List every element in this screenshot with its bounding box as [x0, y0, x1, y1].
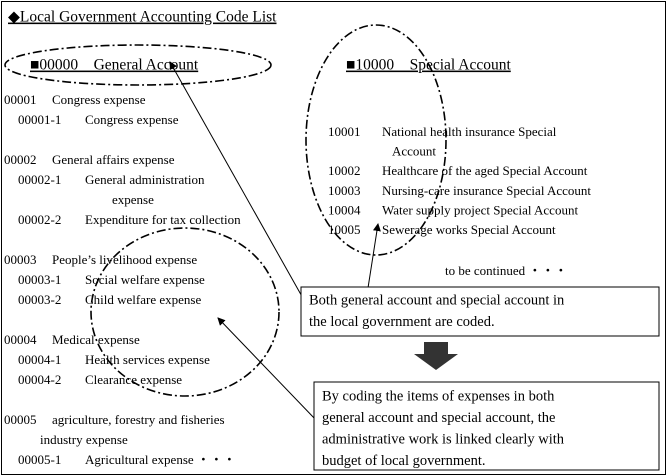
ellipse: [4, 44, 272, 86]
code: 00004: [4, 332, 37, 347]
label: Clearance expense: [85, 372, 182, 387]
label: General administration: [85, 172, 205, 187]
label: Nursing-care insurance Special Account: [382, 183, 591, 198]
label: Congress expense: [52, 92, 146, 107]
label: Water supply project Special Account: [382, 202, 578, 217]
code: 00003-2: [18, 292, 61, 307]
label: National health insurance Special: [382, 124, 557, 139]
label: Sewerage works Special Account: [382, 222, 556, 237]
label: Child welfare expense: [85, 292, 201, 307]
code: 00005: [4, 412, 37, 427]
code: 00001-1: [18, 112, 61, 127]
arrow: [169, 61, 305, 301]
ellipse: [305, 24, 447, 256]
label: Medical expense: [52, 332, 140, 347]
note-text: administrative work is linked clearly wi…: [322, 431, 565, 447]
label: People’s livelihood expense: [52, 252, 197, 267]
code: 10003: [328, 183, 361, 198]
note-text: the local government are coded.: [309, 314, 495, 330]
note-text: Both general account and special account…: [309, 292, 565, 308]
label: Congress expense: [85, 112, 179, 127]
label: expense: [112, 192, 154, 207]
label: Agricultural expense ・・・: [85, 452, 236, 467]
label: Expenditure for tax collection: [85, 212, 241, 227]
code: 00005-1: [18, 452, 61, 467]
code: 00004-1: [18, 352, 61, 367]
code: 10004: [328, 202, 361, 217]
label: Healthcare of the aged Special Account: [382, 163, 588, 178]
label: agriculture, forestry and fisheries: [52, 412, 225, 427]
label: General affairs expense: [52, 152, 175, 167]
note-text: By coding the items of expenses in both: [322, 388, 555, 404]
code: 00002: [4, 152, 37, 167]
note-box: [300, 286, 660, 337]
note-text: general account and special account, the: [322, 410, 556, 426]
down-arrow: [414, 342, 458, 370]
code: 10002: [328, 163, 361, 178]
code: 00003: [4, 252, 37, 267]
page-title: ◆Local Government Accounting Code List: [8, 9, 277, 26]
label: industry expense: [40, 432, 128, 447]
note-box: [313, 381, 660, 471]
note-text: budget of local government.: [322, 453, 485, 469]
arrow: [367, 223, 381, 289]
label: Health services expense: [85, 352, 210, 367]
code: 00001: [4, 92, 37, 107]
label: Account: [392, 144, 436, 159]
code: 00002-1: [18, 172, 61, 187]
arrow: [217, 317, 317, 421]
general-heading: ■00000 General Account: [30, 57, 199, 74]
label: Social welfare expense: [85, 272, 205, 287]
code: 10005: [328, 222, 361, 237]
continued: to be continued ・・・: [445, 263, 567, 278]
code: 00002-2: [18, 212, 61, 227]
code: 00003-1: [18, 272, 61, 287]
ellipse: [90, 227, 280, 397]
code: 00004-2: [18, 372, 61, 387]
code: 10001: [328, 124, 361, 139]
